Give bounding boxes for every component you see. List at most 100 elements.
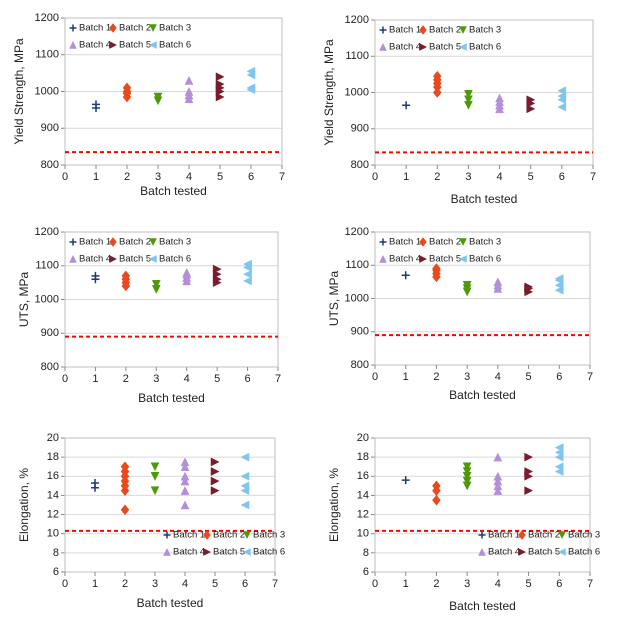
y-tick-label: 12 — [47, 508, 59, 520]
marker — [493, 476, 503, 486]
y-axis-label: UTS, MPa — [17, 272, 31, 328]
y-tick-label: 8 — [53, 547, 59, 559]
x-tick-label: 0 — [62, 578, 68, 590]
marker — [493, 277, 503, 287]
x-axis-label: Batch tested — [449, 599, 516, 613]
x-tick-label: 7 — [590, 171, 596, 183]
marker — [69, 24, 77, 32]
plot-area — [64, 231, 279, 368]
marker — [180, 500, 190, 510]
x-axis-label: Batch tested — [140, 184, 207, 198]
legend-label: Batch 6 — [469, 42, 501, 53]
chart: 800 900 1000 1100 1200 0 1 2 3 4 5 6 7 Batch tested UT… — [327, 226, 593, 402]
plot-area — [64, 437, 276, 573]
x-tick-label: 0 — [62, 171, 68, 183]
marker — [180, 486, 190, 495]
x-tick-label: 5 — [526, 578, 532, 590]
x-tick-label: 6 — [559, 171, 565, 183]
legend: Batch 1 Batch 2 Batch 3 Batch 4 Batch 5 Batch… — [478, 530, 600, 558]
legend-label: Batch 6 — [469, 254, 501, 265]
legend-label: Batch 5 — [429, 42, 461, 53]
legend-label: Batch 1 — [389, 237, 421, 248]
marker — [243, 259, 252, 269]
legend-label: Batch 4 — [389, 254, 421, 265]
y-tick-label: 900 — [351, 123, 369, 135]
x-tick-label: 3 — [153, 373, 159, 385]
marker — [243, 269, 252, 279]
x-tick-label: 5 — [526, 371, 532, 383]
marker — [120, 504, 130, 516]
x-tick-label: 5 — [217, 171, 223, 183]
y-tick-label: 900 — [41, 327, 59, 339]
marker — [109, 255, 118, 263]
x-tick-label: 2 — [433, 371, 439, 383]
marker — [150, 462, 160, 472]
y-axis-label: UTS, MPa — [327, 271, 341, 327]
legend-label: Batch 2 — [119, 237, 151, 248]
legend-label: Batch 1 — [79, 237, 111, 248]
y-tick-label: 1200 — [345, 14, 369, 26]
marker — [109, 23, 117, 33]
x-tick-label: 7 — [275, 373, 281, 385]
marker — [246, 66, 256, 76]
marker — [242, 548, 251, 556]
marker — [524, 486, 534, 496]
marker — [91, 478, 99, 487]
marker — [379, 238, 387, 246]
legend-label: Batch 5 — [429, 254, 461, 265]
x-tick-label: 7 — [272, 578, 278, 590]
legend-label: Batch 3 — [568, 530, 600, 541]
y-tick-label: 800 — [351, 359, 369, 371]
x-tick-label: 4 — [497, 171, 503, 183]
marker — [557, 86, 567, 96]
legend-label: Batch 6 — [159, 40, 191, 51]
marker — [432, 87, 442, 98]
marker — [163, 547, 171, 556]
x-tick-label: 3 — [464, 578, 470, 590]
x-tick-label: 6 — [248, 171, 254, 183]
y-axis-label: Yield Strength, MPa — [322, 39, 336, 146]
y-tick-label: 10 — [47, 528, 59, 540]
marker — [524, 452, 534, 462]
y-tick-label: 16 — [357, 470, 369, 482]
x-tick-label: 3 — [152, 578, 158, 590]
marker — [432, 263, 441, 274]
y-tick-label: 900 — [351, 326, 369, 338]
x-tick-label: 4 — [184, 373, 190, 385]
marker — [184, 75, 194, 85]
marker — [401, 271, 410, 280]
marker — [459, 238, 467, 247]
y-tick-label: 8 — [363, 547, 369, 559]
marker — [432, 70, 442, 82]
plot-area — [374, 231, 591, 366]
chart: 800 900 1000 1100 1200 0 1 2 3 4 5 6 7 Batch tested Yi… — [322, 14, 596, 206]
marker — [557, 102, 567, 112]
x-tick-label: 2 — [434, 171, 440, 183]
legend-label: Batch 4 — [389, 42, 421, 53]
marker — [524, 282, 534, 292]
marker — [246, 83, 256, 93]
marker — [150, 486, 160, 496]
legend-label: Batch 4 — [173, 547, 205, 558]
y-axis-label: Yield Strength, MPa — [12, 38, 26, 145]
legend: Batch 1 Batch 2 Batch 3 Batch 4 Batch 5 Batch… — [69, 237, 191, 265]
legend-label: Batch 6 — [253, 547, 285, 558]
x-tick-label: 7 — [279, 171, 285, 183]
marker — [524, 467, 534, 476]
legend-label: Batch 5 — [119, 254, 151, 265]
marker — [458, 43, 467, 51]
plot-area — [374, 437, 591, 573]
marker — [210, 457, 220, 467]
y-tick-label: 1100 — [345, 259, 369, 271]
marker — [478, 531, 486, 539]
marker — [149, 238, 157, 247]
legend-label: Batch 4 — [79, 40, 111, 51]
marker — [243, 531, 251, 540]
marker — [215, 92, 225, 102]
y-tick-label: 14 — [357, 489, 369, 501]
marker — [379, 42, 387, 51]
marker — [495, 93, 504, 103]
marker — [432, 480, 441, 492]
